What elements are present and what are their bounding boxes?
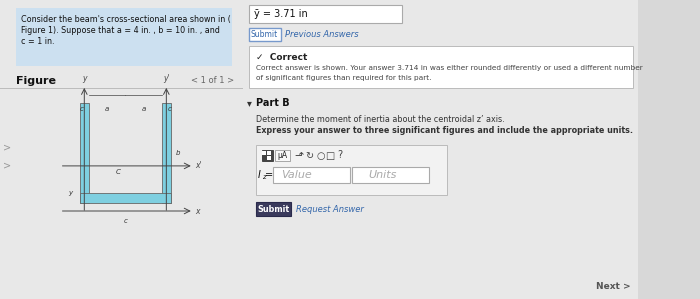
Text: y: y (69, 190, 73, 196)
Text: Correct answer is shown. Your answer 3.714 in was either rounded differently or : Correct answer is shown. Your answer 3.7… (256, 65, 643, 71)
Bar (256, 202, 290, 216)
Bar (262, 150, 274, 161)
Text: ⬏: ⬏ (295, 150, 304, 161)
Text: c: c (80, 106, 83, 112)
Text: x': x' (195, 161, 202, 170)
Bar (352, 167, 429, 183)
Text: Part B: Part B (256, 98, 290, 108)
Bar (80, 193, 171, 203)
Text: < 1 of 1 >: < 1 of 1 > (191, 76, 235, 85)
Text: μA: μA (277, 151, 288, 160)
Text: Submit: Submit (251, 30, 278, 39)
Text: Units: Units (368, 170, 397, 180)
Text: c = 1 in.: c = 1 in. (21, 37, 55, 46)
Bar (272, 167, 350, 183)
Text: ?: ? (337, 150, 342, 161)
Text: >: > (3, 143, 11, 153)
Text: ○: ○ (316, 150, 325, 161)
Text: Previous Answers: Previous Answers (286, 30, 359, 39)
Bar (162, 103, 171, 203)
Text: y': y' (163, 74, 169, 83)
Text: Consider the beam's cross-sectional area shown in (: Consider the beam's cross-sectional area… (21, 15, 231, 24)
Text: Next >: Next > (596, 282, 631, 291)
Text: Figure: Figure (16, 76, 57, 86)
Text: Value: Value (281, 170, 312, 180)
Text: b: b (176, 150, 180, 156)
Text: a: a (141, 106, 146, 112)
Bar (16, 8, 232, 66)
Text: >: > (3, 160, 11, 170)
Text: ↻: ↻ (305, 150, 314, 161)
Bar (241, 0, 638, 299)
Text: =: = (265, 170, 273, 180)
Text: ✓  Correct: ✓ Correct (256, 53, 307, 62)
Bar (248, 5, 402, 23)
Bar (80, 103, 89, 203)
Bar (275, 150, 290, 161)
Text: Determine the moment of inertia about the centroidal z’ axis.: Determine the moment of inertia about th… (256, 115, 505, 124)
Bar (267, 156, 271, 160)
Text: Figure 1). Suppose that a = 4 in. , b = 10 in. , and: Figure 1). Suppose that a = 4 in. , b = … (21, 26, 220, 35)
Bar (248, 28, 281, 41)
Text: Express your answer to three significant figures and include the appropriate uni: Express your answer to three significant… (256, 126, 633, 135)
Text: x: x (195, 207, 200, 216)
Text: Submit: Submit (258, 205, 290, 213)
Text: □: □ (326, 150, 335, 161)
Text: a: a (105, 106, 109, 112)
Text: c: c (167, 106, 171, 112)
Bar (262, 151, 266, 155)
Bar (0, 0, 241, 299)
Text: ȳ = 3.71 in: ȳ = 3.71 in (254, 9, 308, 19)
Text: of significant figures than required for this part.: of significant figures than required for… (256, 75, 432, 81)
Bar (256, 145, 447, 195)
Bar (248, 46, 633, 88)
Text: Request Answer: Request Answer (296, 205, 364, 213)
Text: I: I (258, 170, 261, 180)
Bar (267, 151, 271, 155)
Text: ▾: ▾ (247, 98, 252, 108)
Text: y: y (82, 74, 87, 83)
Text: c: c (123, 218, 127, 224)
Bar (262, 156, 266, 160)
Text: C: C (116, 169, 120, 175)
Text: z: z (262, 174, 266, 180)
